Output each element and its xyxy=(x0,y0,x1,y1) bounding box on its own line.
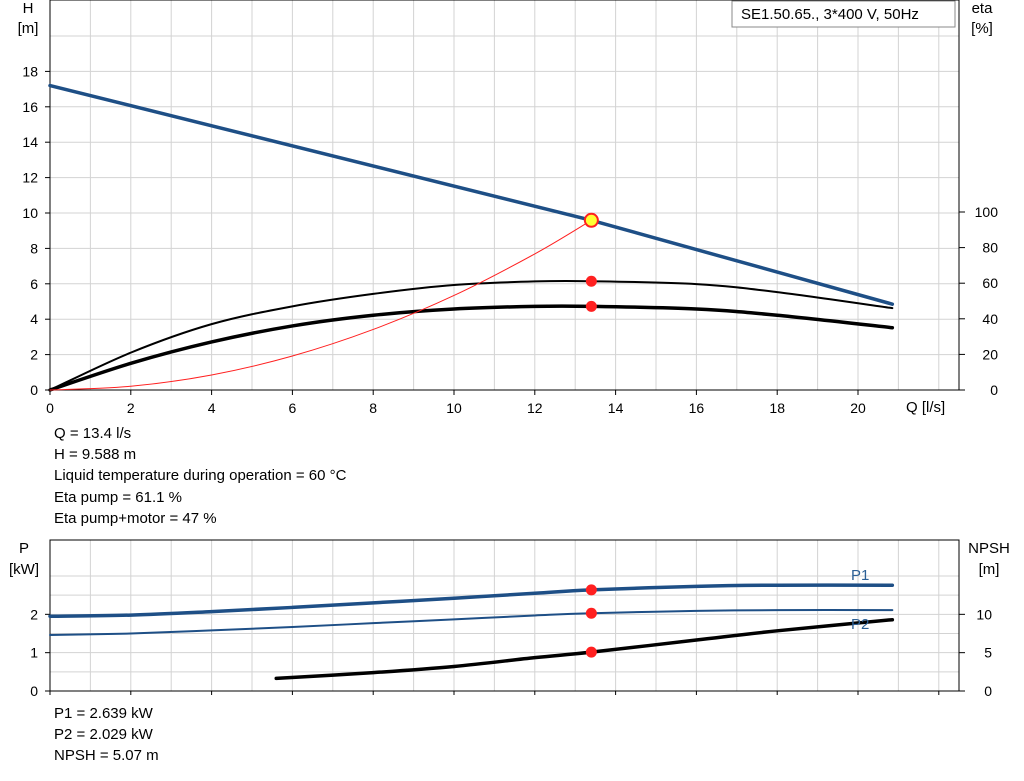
series-eta-pump xyxy=(49,279,894,391)
x-tick-label: 4 xyxy=(208,400,216,416)
y-right-tick-label: 40 xyxy=(982,311,998,327)
info-liquid-temp: Liquid temperature during operation = 60… xyxy=(54,467,347,484)
p2-curve-label: P2 xyxy=(851,616,869,633)
info-p1: P1 = 2.639 kW xyxy=(54,705,153,722)
eta-pump-duty-marker xyxy=(585,275,597,287)
p1-curve-label: P1 xyxy=(851,567,869,584)
lower-ticks: 0 1 2 0 5 10 xyxy=(30,606,992,699)
y-right-tick-label: 0 xyxy=(990,382,998,398)
x-tick-label: 20 xyxy=(850,400,866,416)
y-right-label-lower-2: [m] xyxy=(979,561,1000,578)
y-left-label-lower-1: P xyxy=(19,540,29,557)
series-eta-pump-motor xyxy=(48,304,895,392)
y-left-label-upper-1: H xyxy=(23,0,34,17)
y-left-tick-label: 6 xyxy=(30,276,38,292)
x-tick-label: 12 xyxy=(527,400,543,416)
y-left-tick-label: 10 xyxy=(22,205,38,221)
series-npsh xyxy=(274,617,895,681)
x-tick-label: 18 xyxy=(769,400,785,416)
y-right-label-upper-1: eta xyxy=(972,0,994,17)
y-left-tick-label: 4 xyxy=(30,311,38,327)
info-eta-total: Eta pump+motor = 47 % xyxy=(54,510,217,527)
y-right-label-lower-1: NPSH xyxy=(968,540,1010,557)
upper-series xyxy=(48,83,895,392)
y-right-tick-label: 20 xyxy=(982,346,998,362)
lower-markers xyxy=(585,584,597,658)
y-right-tick-label: 60 xyxy=(982,275,998,291)
lower-series xyxy=(48,583,895,681)
y-left-tick-label: 12 xyxy=(22,170,38,186)
title-box xyxy=(731,0,956,28)
y-left-tick-label: 8 xyxy=(30,240,38,256)
y-right-tick-label: 100 xyxy=(975,204,999,220)
info-q: Q = 13.4 l/s xyxy=(54,425,132,442)
series-p2 xyxy=(49,609,894,637)
lower-plot-frame xyxy=(49,539,960,692)
y-left-tick-label: 0 xyxy=(30,382,38,398)
y-left-label-lower-2: [kW] xyxy=(9,561,39,578)
upper-markers xyxy=(583,212,599,312)
y-right-tick-label: 5 xyxy=(984,645,992,661)
upper-plot-frame xyxy=(49,0,960,391)
y-left-tick-label: 2 xyxy=(30,606,38,622)
npsh-duty-marker xyxy=(585,646,597,658)
lower-grid xyxy=(50,540,959,691)
y-right-tick-label: 80 xyxy=(982,240,998,256)
x-tick-label: 8 xyxy=(369,400,377,416)
y-right-tick-label: 0 xyxy=(984,683,992,699)
y-left-tick-label: 2 xyxy=(30,347,38,363)
y-right-tick-label: 10 xyxy=(976,606,992,622)
x-axis-label: Q [l/s] xyxy=(906,399,945,416)
upper-ticks: 0 2 4 6 8 10 12 14 16 18 20 0 2 4 6 8 10 12 14 16 18 0 20 40 60 8… xyxy=(22,63,998,416)
info-eta-pump: Eta pump = 61.1 % xyxy=(54,489,182,506)
series-h xyxy=(48,83,895,306)
duty-point-marker xyxy=(583,212,599,228)
x-tick-label: 0 xyxy=(46,400,54,416)
upper-grid xyxy=(50,0,959,390)
series-system-curve xyxy=(49,219,592,391)
x-tick-label: 6 xyxy=(289,400,297,416)
p2-duty-marker xyxy=(585,607,597,619)
y-left-tick-label: 0 xyxy=(30,683,38,699)
y-left-tick-label: 16 xyxy=(22,99,38,115)
series-p1 xyxy=(48,583,895,618)
info-npsh: NPSH = 5.07 m xyxy=(54,747,159,764)
chart-title: SE1.50.65., 3*400 V, 50Hz xyxy=(741,6,919,23)
x-tick-label: 2 xyxy=(127,400,135,416)
y-right-label-upper-2: [%] xyxy=(971,20,993,37)
x-tick-label: 16 xyxy=(689,400,705,416)
y-left-tick-label: 18 xyxy=(22,63,38,79)
info-h: H = 9.588 m xyxy=(54,446,137,463)
p1-duty-marker xyxy=(585,584,597,596)
x-tick-label: 14 xyxy=(608,400,624,416)
y-left-tick-label: 1 xyxy=(30,645,38,661)
info-p2: P2 = 2.029 kW xyxy=(54,726,153,743)
eta-total-duty-marker xyxy=(585,300,597,312)
x-tick-label: 10 xyxy=(446,400,462,416)
y-left-label-upper-2: [m] xyxy=(18,20,39,37)
y-left-tick-label: 14 xyxy=(22,134,38,150)
